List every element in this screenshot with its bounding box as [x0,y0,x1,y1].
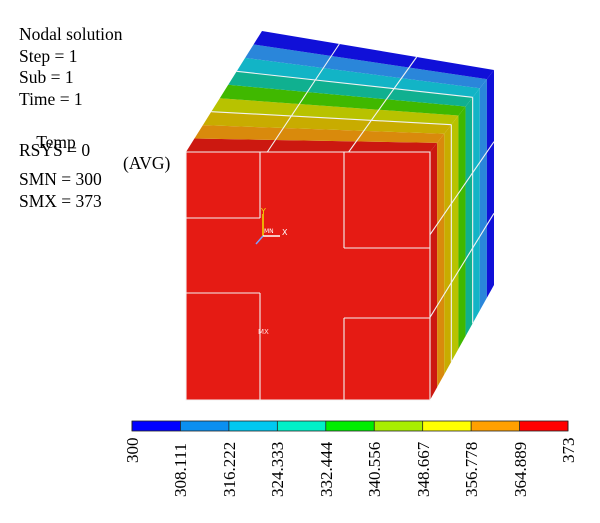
top-band [219,84,466,116]
cube-side-face [430,70,494,400]
legend-swatch [325,421,375,431]
top-band [186,138,438,152]
legend-tick-label: 356.778 [462,441,482,498]
mesh-line [236,70,473,98]
side-band [472,88,480,324]
legend-swatch [374,421,423,431]
top-band [194,125,445,143]
side-band [465,97,473,337]
mesh-line [348,56,418,153]
side-band [437,133,445,388]
legend-tick-label: 364.889 [510,441,530,498]
legend-tick-label: 324.333 [268,441,288,498]
legend-tick-label: 348.667 [413,441,433,498]
sub-text: Sub = 1 [19,67,74,87]
side-band [430,142,438,400]
legend-tick-label: 308.111 [171,443,191,498]
legend-swatch [519,421,568,431]
legend-tick-label: 340.556 [365,441,385,498]
time-text: Time = 1 [19,88,83,109]
smx-text: SMX = 373 [19,190,102,211]
legend-tick-label: 316.222 [219,441,239,498]
mesh-line [429,213,495,318]
top-band [245,44,487,89]
top-band [253,31,494,80]
legend-swatch [277,421,326,431]
coordinate-triad: Y X MN [255,207,288,245]
min-node-marker: MN [264,228,274,235]
element-mesh-lines [185,43,495,401]
side-band [444,124,452,375]
quantity-text: Temp [36,131,76,152]
mesh-line [266,43,340,153]
max-node-marker: MX [258,328,269,336]
rsys-text: RSYS = 0 [19,139,91,160]
title-text: Nodal solution [19,24,123,44]
mesh-line [429,141,495,235]
legend-tick-label: 300 [123,437,142,463]
legend-tick-label: 332.444 [316,441,336,498]
triad-y-label: Y [260,207,266,216]
cube-top-face [186,31,494,152]
top-band [211,98,459,125]
side-band [458,106,466,349]
legend-swatch [180,421,229,431]
smn-text: SMN = 300 [19,169,102,189]
side-band [486,70,494,298]
top-band [228,71,473,107]
side-band [451,115,459,362]
cube-front-face [186,152,430,400]
legend-swatch [132,421,181,431]
solution-info-panel: Nodal solution Step = 1 Sub = 1 Time = 1… [19,24,170,212]
quantity-row: Temp (AVG) [19,110,170,174]
legend-swatch [471,421,520,431]
step-text: Step = 1 [19,45,78,66]
contour-legend-bar [131,420,569,432]
front-face-fill [186,152,430,400]
triad-x-label: X [282,228,288,237]
mesh-line [211,111,452,126]
legend-swatch [228,421,278,431]
side-band [479,79,487,311]
legend-swatch [422,421,472,431]
top-band [202,111,452,134]
legend-tick-label: 373 [559,437,578,463]
avg-text: (AVG) [123,153,171,173]
top-band [236,57,480,98]
